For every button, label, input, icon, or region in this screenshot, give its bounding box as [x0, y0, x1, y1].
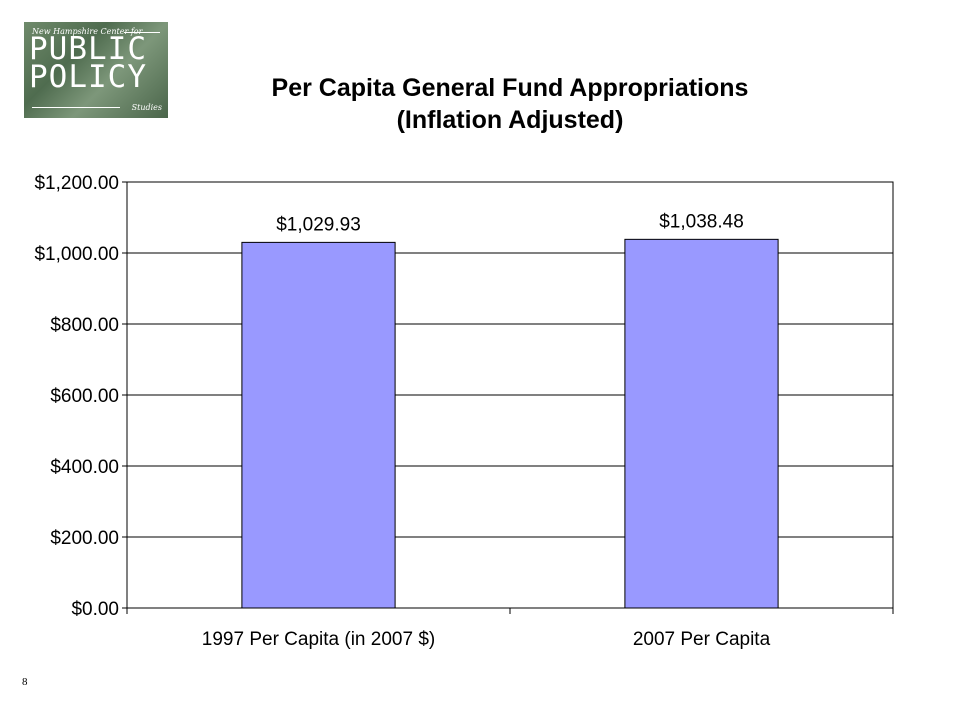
- logo-bottom-rule: [32, 107, 120, 108]
- page-number: 8: [22, 676, 28, 688]
- data-label-1: $1,038.48: [659, 211, 744, 232]
- logo-word-public: PUBLIC: [29, 31, 147, 67]
- logo-top-text: New Hampshire Center for: [32, 27, 143, 36]
- chart-title-line2: (Inflation Adjusted): [396, 106, 624, 134]
- logo: New Hampshire Center for PUBLIC POLICY S…: [24, 22, 168, 118]
- bar-1: [624, 238, 779, 609]
- y-tick-label-1: $200.00: [50, 528, 119, 549]
- chart-title-line1: Per Capita General Fund Appropriations: [271, 74, 749, 102]
- y-tick-label-2: $400.00: [50, 457, 119, 478]
- y-tick-label-3: $600.00: [50, 386, 119, 407]
- logo-bottom-text: Studies: [131, 103, 162, 112]
- chart-title: Per Capita General Fund Appropriations (…: [170, 72, 850, 136]
- x-category-label-1: 2007 Per Capita: [633, 629, 771, 650]
- y-tick-label-4: $800.00: [50, 315, 119, 336]
- y-tick-label-0: $0.00: [71, 599, 119, 620]
- y-tick-label-6: $1,200.00: [34, 173, 119, 194]
- logo-word-policy: POLICY: [29, 59, 147, 95]
- logo-top-rule: [124, 32, 160, 33]
- y-tick-label-5: $1,000.00: [34, 244, 119, 265]
- data-label-0: $1,029.93: [276, 214, 361, 235]
- x-category-label-0: 1997 Per Capita (in 2007 $): [202, 629, 435, 650]
- bar-0: [241, 241, 396, 609]
